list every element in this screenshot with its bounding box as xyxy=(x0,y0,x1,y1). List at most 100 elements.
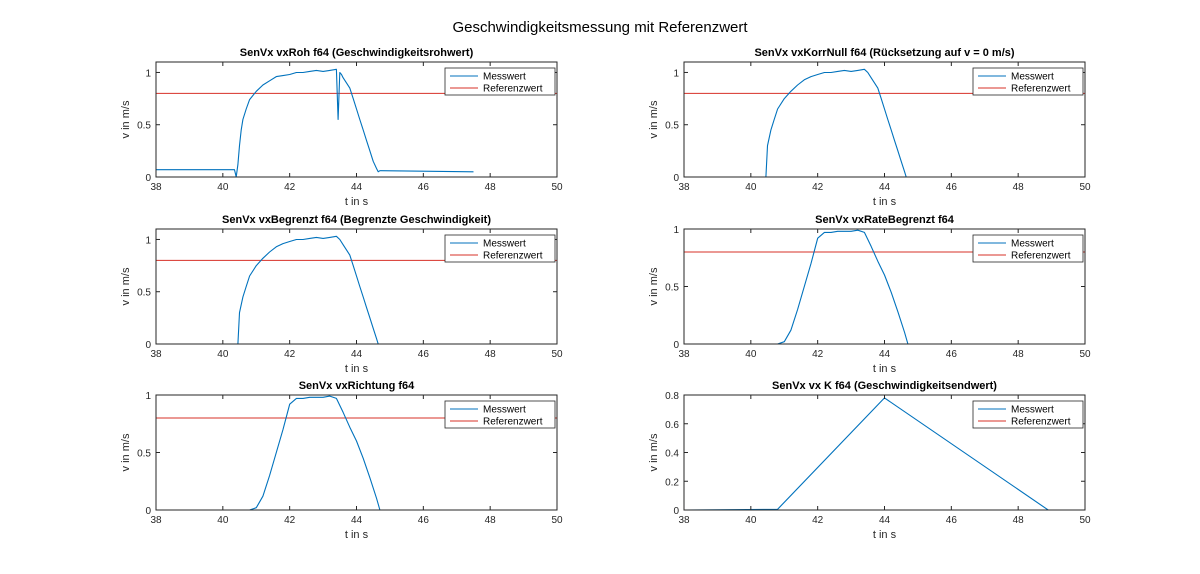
y-tick-label: 0.5 xyxy=(137,288,151,299)
y-tick-label: 0 xyxy=(673,173,679,184)
y-tick-label: 0.5 xyxy=(137,121,151,132)
x-tick-label: 40 xyxy=(217,182,229,193)
legend-entry: Messwert xyxy=(1011,72,1054,83)
x-tick-label: 40 xyxy=(745,349,757,360)
figure-title: Geschwindigkeitsmessung mit Referenzwert xyxy=(452,19,748,36)
y-tick-label: 0 xyxy=(145,506,151,517)
legend-entry: Referenzwert xyxy=(483,251,543,262)
x-tick-label: 44 xyxy=(879,182,891,193)
legend-entry: Messwert xyxy=(1011,405,1054,416)
subplot-6: 38 40 42 44 46 48 50 0 0.2 0.4 0.6 0.8 SenVx vx K f6… xyxy=(648,380,1091,541)
series-line-messwert xyxy=(684,229,1002,344)
x-tick-label: 46 xyxy=(946,349,958,360)
legend-entry: Messwert xyxy=(483,405,526,416)
subplot-5: 38 40 42 44 46 48 50 0 0.5 1 SenVx vxRichtung f64 t… xyxy=(120,380,563,541)
y-tick-label: 0.5 xyxy=(665,121,679,132)
legend-entry: Referenzwert xyxy=(1011,84,1071,95)
x-tick-label: 48 xyxy=(1013,349,1025,360)
y-axis-label: v in m/s xyxy=(648,100,660,138)
legend-entry: Messwert xyxy=(1011,239,1054,250)
x-tick-label: 50 xyxy=(551,349,563,360)
x-tick-label: 42 xyxy=(284,349,296,360)
x-tick-label: 42 xyxy=(284,515,296,526)
series-line-messwert xyxy=(156,395,474,510)
legend-entry: Messwert xyxy=(483,239,526,250)
y-tick-label: 0.6 xyxy=(665,420,679,431)
series-line-messwert xyxy=(156,68,474,177)
x-axis-label: t in s xyxy=(345,529,369,541)
legend-entry: Referenzwert xyxy=(483,84,543,95)
y-tick-label: 1 xyxy=(145,235,151,246)
y-axis-label: v in m/s xyxy=(120,267,132,305)
x-tick-label: 48 xyxy=(485,349,497,360)
y-axis-label: v in m/s xyxy=(120,433,132,471)
x-axis-label: t in s xyxy=(873,196,897,208)
x-tick-label: 44 xyxy=(351,182,363,193)
x-tick-label: 38 xyxy=(150,515,162,526)
legend-box xyxy=(972,400,1084,429)
x-tick-label: 46 xyxy=(418,515,430,526)
y-tick-label: 0.2 xyxy=(665,477,679,488)
subplot-title: SenVx vxRichtung f64 xyxy=(299,380,415,392)
x-tick-label: 46 xyxy=(946,515,958,526)
y-tick-label: 0 xyxy=(673,506,679,517)
series-line-messwert xyxy=(156,235,474,344)
legend-entry: Referenzwert xyxy=(1011,417,1071,428)
x-axis-label: t in s xyxy=(345,363,369,375)
x-tick-label: 40 xyxy=(217,515,229,526)
x-tick-label: 38 xyxy=(678,349,690,360)
y-axis-label: v in m/s xyxy=(120,100,132,138)
x-axis-label: t in s xyxy=(873,363,897,375)
y-tick-label: 1 xyxy=(673,68,679,79)
x-tick-label: 50 xyxy=(1079,515,1091,526)
y-axis-label: v in m/s xyxy=(648,433,660,471)
subplot-title: SenVx vxKorrNull f64 (Rücksetzung auf v … xyxy=(754,47,1014,59)
x-tick-label: 44 xyxy=(879,515,891,526)
x-tick-label: 50 xyxy=(1079,182,1091,193)
legend-entry: Referenzwert xyxy=(1011,251,1071,262)
legend-entry: Referenzwert xyxy=(483,417,543,428)
y-tick-label: 0.4 xyxy=(665,449,679,460)
x-tick-label: 44 xyxy=(351,349,363,360)
subplots: 38 40 42 44 46 48 50 0 0.5 1 SenVx vxRoh f64 (Gesc… xyxy=(120,47,1091,541)
y-axis-label: v in m/s xyxy=(648,267,660,305)
x-tick-label: 46 xyxy=(418,349,430,360)
x-tick-label: 50 xyxy=(1079,349,1091,360)
x-axis-label: t in s xyxy=(873,529,897,541)
x-tick-label: 40 xyxy=(745,515,757,526)
subplot-title: SenVx vx K f64 (Geschwindigkeitsendwert) xyxy=(772,380,997,392)
y-tick-label: 0 xyxy=(145,340,151,351)
legend-box xyxy=(972,234,1084,263)
x-tick-label: 46 xyxy=(946,182,958,193)
x-tick-label: 50 xyxy=(551,515,563,526)
legend-box xyxy=(444,234,556,263)
legend-box xyxy=(972,67,1084,96)
x-tick-label: 38 xyxy=(678,182,690,193)
y-tick-label: 0.5 xyxy=(137,449,151,460)
y-tick-label: 1 xyxy=(145,68,151,79)
x-tick-label: 42 xyxy=(812,349,824,360)
legend-box xyxy=(444,400,556,429)
subplot-4: 38 40 42 44 46 48 50 0 0.5 1 SenVx vxRateBegrenzt … xyxy=(648,214,1091,375)
x-tick-label: 46 xyxy=(418,182,430,193)
series-line-messwert xyxy=(684,68,1069,177)
subplot-title: SenVx vxRoh f64 (Geschwindigkeitsrohwert… xyxy=(240,47,474,59)
x-tick-label: 38 xyxy=(150,182,162,193)
y-tick-label: 1 xyxy=(145,391,151,402)
y-tick-label: 1 xyxy=(673,225,679,236)
subplot-1: 38 40 42 44 46 48 50 0 0.5 1 SenVx vxRoh f64 (Gesc… xyxy=(120,47,563,208)
subplot-title: SenVx vxRateBegrenzt f64 xyxy=(815,214,955,226)
x-tick-label: 48 xyxy=(1013,515,1025,526)
legend-entry: Messwert xyxy=(483,72,526,83)
x-tick-label: 48 xyxy=(1013,182,1025,193)
x-axis-label: t in s xyxy=(345,196,369,208)
subplot-2: 38 40 42 44 46 48 50 0 0.5 1 SenVx vxKorrNull f64 … xyxy=(648,47,1091,208)
y-tick-label: 0 xyxy=(673,340,679,351)
y-tick-label: 0 xyxy=(145,173,151,184)
